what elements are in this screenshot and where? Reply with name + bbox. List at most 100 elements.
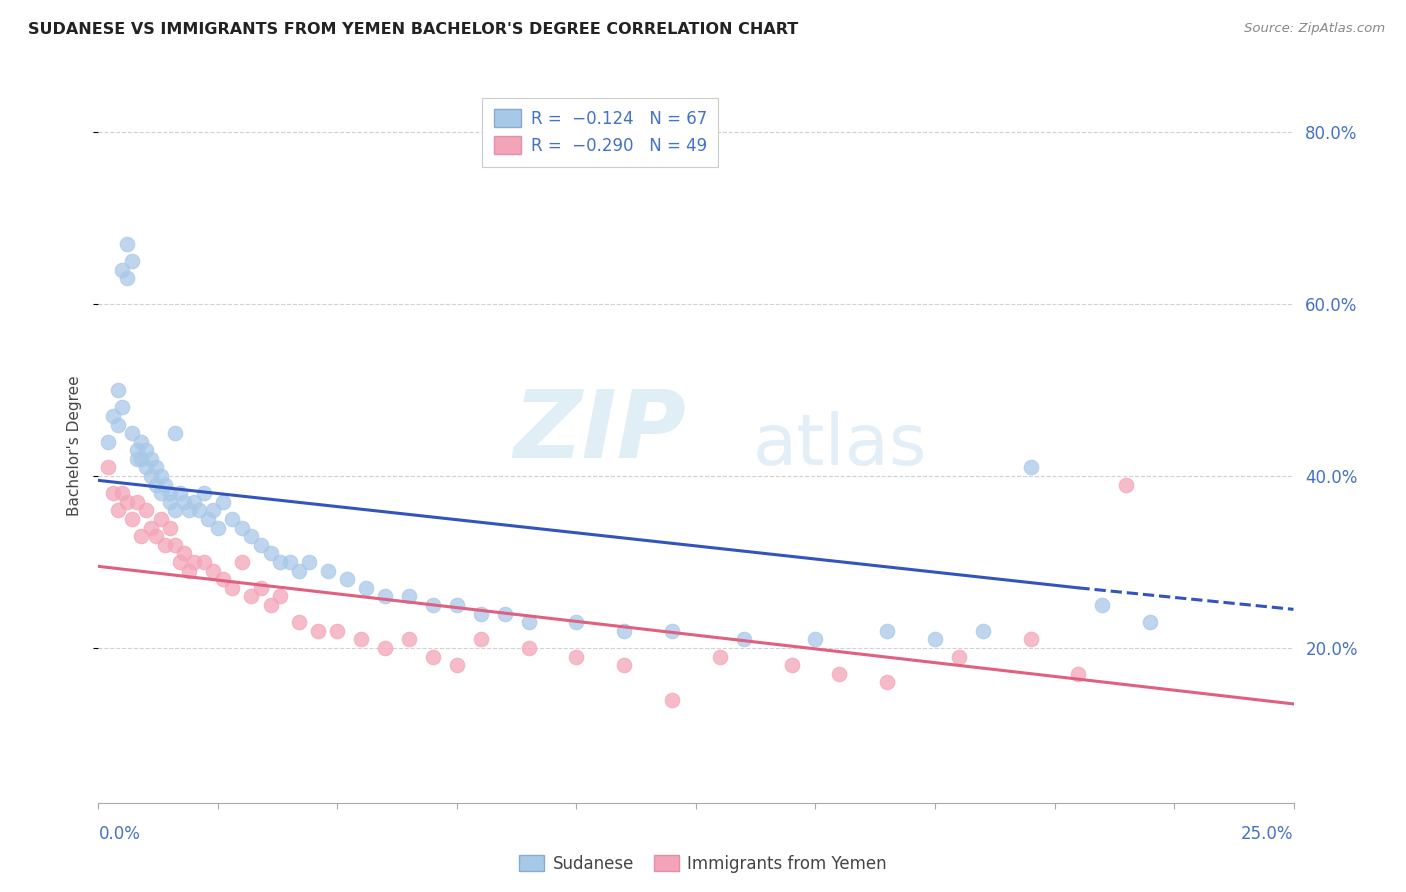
Point — [139, 469, 162, 483]
Point — [661, 692, 683, 706]
Point — [221, 581, 243, 595]
Text: Source: ZipAtlas.com: Source: ZipAtlas.com — [1244, 22, 1385, 36]
Point — [179, 564, 201, 578]
Point — [374, 641, 396, 656]
Point — [1067, 666, 1090, 681]
Point — [354, 581, 377, 595]
Point — [948, 649, 970, 664]
Point — [125, 495, 148, 509]
Point — [187, 503, 209, 517]
Point — [121, 512, 143, 526]
Point — [924, 632, 946, 647]
Point — [111, 401, 134, 415]
Point — [240, 529, 263, 543]
Point — [107, 417, 129, 432]
Point — [240, 590, 263, 604]
Point — [316, 564, 339, 578]
Point — [398, 632, 420, 647]
Point — [163, 538, 186, 552]
Point — [876, 624, 898, 638]
Point — [97, 434, 120, 449]
Point — [231, 521, 253, 535]
Point — [97, 460, 120, 475]
Point — [780, 658, 803, 673]
Point — [101, 486, 124, 500]
Point — [470, 632, 492, 647]
Point — [135, 460, 157, 475]
Point — [259, 598, 281, 612]
Text: 0.0%: 0.0% — [98, 825, 141, 843]
Point — [613, 624, 636, 638]
Point — [139, 521, 162, 535]
Point — [446, 598, 468, 612]
Point — [121, 426, 143, 441]
Point — [661, 624, 683, 638]
Point — [207, 521, 229, 535]
Point — [202, 503, 225, 517]
Point — [470, 607, 492, 621]
Point — [107, 503, 129, 517]
Point — [193, 555, 215, 569]
Point — [149, 469, 172, 483]
Point — [709, 649, 731, 664]
Point — [131, 451, 153, 466]
Point — [446, 658, 468, 673]
Point — [336, 572, 359, 586]
Point — [250, 581, 273, 595]
Point — [169, 555, 191, 569]
Point — [115, 271, 138, 285]
Point — [193, 486, 215, 500]
Legend: R =  −0.124   N = 67, R =  −0.290   N = 49: R = −0.124 N = 67, R = −0.290 N = 49 — [482, 97, 718, 167]
Text: SUDANESE VS IMMIGRANTS FROM YEMEN BACHELOR'S DEGREE CORRELATION CHART: SUDANESE VS IMMIGRANTS FROM YEMEN BACHEL… — [28, 22, 799, 37]
Point — [145, 477, 167, 491]
Point — [517, 641, 540, 656]
Point — [1019, 632, 1042, 647]
Point — [1139, 615, 1161, 630]
Point — [149, 486, 172, 500]
Point — [111, 486, 134, 500]
Legend: Sudanese, Immigrants from Yemen: Sudanese, Immigrants from Yemen — [513, 848, 893, 880]
Point — [565, 649, 588, 664]
Text: ZIP: ZIP — [515, 385, 686, 478]
Point — [259, 546, 281, 560]
Point — [107, 383, 129, 397]
Point — [250, 538, 273, 552]
Point — [804, 632, 827, 647]
Point — [565, 615, 588, 630]
Point — [169, 486, 191, 500]
Text: 25.0%: 25.0% — [1241, 825, 1294, 843]
Point — [159, 495, 181, 509]
Point — [350, 632, 373, 647]
Point — [111, 262, 134, 277]
Point — [155, 538, 177, 552]
Point — [145, 460, 167, 475]
Point — [211, 572, 233, 586]
Point — [1019, 460, 1042, 475]
Point — [125, 451, 148, 466]
Point — [422, 649, 444, 664]
Point — [307, 624, 329, 638]
Point — [221, 512, 243, 526]
Point — [121, 254, 143, 268]
Point — [269, 555, 291, 569]
Point — [422, 598, 444, 612]
Point — [733, 632, 755, 647]
Point — [131, 434, 153, 449]
Point — [125, 443, 148, 458]
Point — [179, 503, 201, 517]
Point — [131, 529, 153, 543]
Point — [173, 495, 195, 509]
Point — [494, 607, 516, 621]
Point — [288, 564, 311, 578]
Point — [135, 443, 157, 458]
Point — [149, 512, 172, 526]
Point — [145, 529, 167, 543]
Point — [115, 236, 138, 251]
Point — [1091, 598, 1114, 612]
Text: atlas: atlas — [752, 411, 927, 481]
Y-axis label: Bachelor's Degree: Bachelor's Degree — [67, 376, 83, 516]
Point — [326, 624, 349, 638]
Point — [163, 503, 186, 517]
Point — [173, 546, 195, 560]
Point — [163, 426, 186, 441]
